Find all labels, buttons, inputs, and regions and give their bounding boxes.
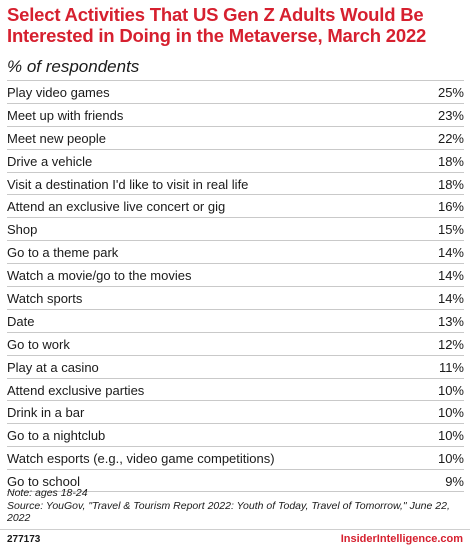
row-label: Attend an exclusive live concert or gig (7, 199, 226, 215)
row-label: Date (7, 313, 35, 329)
table-row: Meet new people 22% (7, 125, 464, 149)
table-row: Visit a destination I'd like to visit in… (7, 171, 464, 195)
table-row: Shop 15% (7, 217, 464, 240)
table-row: Meet up with friends 23% (7, 102, 464, 126)
row-label: Go to work (7, 336, 70, 352)
table-row: Date 13% (7, 308, 464, 332)
row-label: Watch a movie/go to the movies (7, 268, 192, 284)
row-value: 13% (437, 313, 464, 329)
table-row: Watch sports 14% (7, 286, 464, 309)
row-label: Watch sports (7, 290, 83, 306)
table-row: Attend exclusive parties 10% (7, 377, 464, 401)
row-value: 16% (437, 199, 464, 215)
data-table: Play video games 25% Meet up with friends 2… (7, 80, 464, 493)
row-value: 10% (437, 382, 464, 398)
row-value: 14% (437, 245, 464, 261)
table-row: Watch a movie/go to the movies 14% (7, 263, 464, 286)
note-text: Note: ages 18-24 (7, 487, 88, 499)
row-label: Watch esports (e.g., video game competit… (7, 451, 275, 467)
table-row: Go to a nightclub 10% (7, 423, 464, 446)
table-row: Play at a casino 11% (7, 354, 464, 378)
table-row: Drink in a bar 10% (7, 400, 464, 423)
chart-subtitle: % of respondents (7, 57, 140, 76)
table-row: Attend an exclusive live concert or gig 1… (7, 194, 464, 217)
table-row: Play video games 25% (7, 80, 464, 103)
footer: 277173 InsiderIntelligence.com (0, 529, 470, 549)
chart-id: 277173 (7, 534, 41, 545)
row-label: Go to a theme park (7, 245, 119, 261)
table-row: Go to school 9% (7, 469, 464, 493)
row-value: 22% (437, 130, 464, 146)
row-value: 9% (445, 473, 464, 489)
row-value: 14% (437, 268, 464, 284)
row-value: 23% (437, 107, 464, 123)
row-label: Play at a casino (7, 359, 99, 375)
row-label: Meet up with friends (7, 107, 124, 123)
row-value: 10% (437, 428, 464, 444)
row-label: Drink in a bar (7, 405, 85, 421)
brand-link[interactable]: InsiderIntelligence.com (340, 533, 463, 545)
table-row: Go to a theme park 14% (7, 240, 464, 263)
row-label: Visit a destination I'd like to visit in… (7, 176, 249, 192)
notes: Note: ages 18-24 Source: YouGov, "Travel… (7, 487, 465, 525)
row-value: 12% (437, 336, 464, 352)
row-label: Drive a vehicle (7, 153, 93, 169)
row-value: 18% (437, 176, 464, 192)
row-value: 15% (437, 222, 464, 238)
row-value: 11% (438, 359, 464, 375)
row-label: Go to a nightclub (7, 428, 106, 444)
chart-title: Select Activities That US Gen Z Adults W… (7, 4, 427, 46)
row-value: 14% (437, 290, 464, 306)
row-label: Play video games (7, 84, 110, 100)
row-value: 18% (437, 153, 464, 169)
table-row: Go to work 12% (7, 331, 464, 355)
row-label: Shop (7, 222, 38, 238)
row-label: Go to school (7, 473, 80, 489)
row-value: 25% (437, 84, 464, 100)
table-row: Drive a vehicle 18% (7, 148, 464, 172)
source-text: Source: YouGov, "Travel & Tourism Report… (7, 499, 450, 525)
table-row: Watch esports (e.g., video game competit… (7, 446, 464, 469)
row-label: Meet new people (7, 130, 107, 146)
row-value: 10% (437, 405, 464, 421)
row-label: Attend exclusive parties (7, 382, 145, 398)
row-value: 10% (437, 451, 464, 467)
